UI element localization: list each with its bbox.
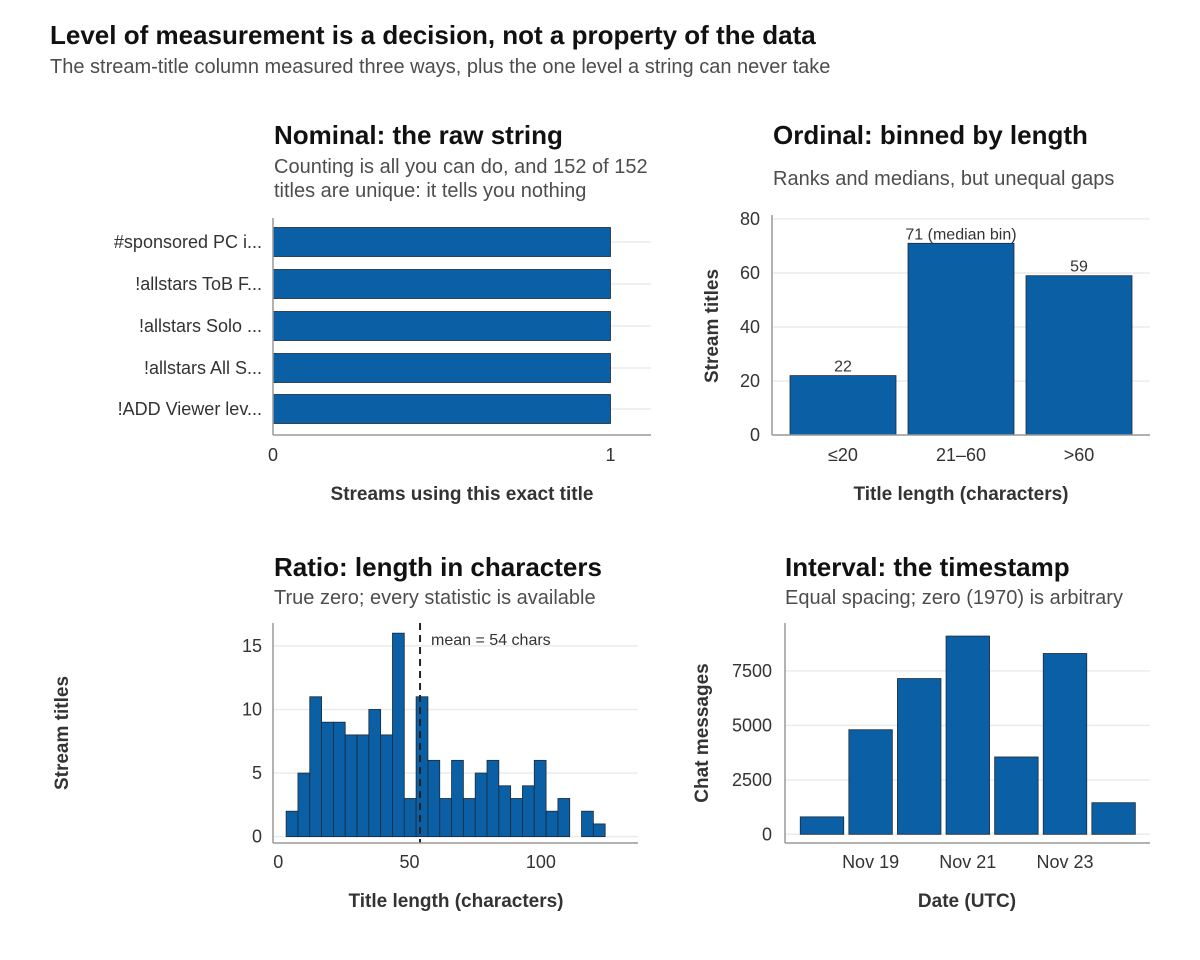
nominal-panel-subtitle-line2: titles are unique: it tells you nothing [274, 180, 587, 202]
interval-bar [799, 816, 845, 835]
ordinal-panel-title: Ordinal: binned by length [773, 120, 1088, 150]
ratio-x-tick-label: 0 [273, 852, 283, 872]
ordinal-bar [1025, 275, 1133, 436]
ratio-histogram-bar [451, 759, 464, 838]
ordinal-y-tick-label: 0 [750, 425, 760, 445]
ordinal-y-axis-title: Stream titles [702, 269, 723, 383]
ratio-y-tick-label: 10 [242, 699, 262, 719]
ratio-histogram-bar [557, 798, 571, 838]
ordinal-panel-subtitle: Ranks and medians, but unequal gaps [773, 168, 1115, 190]
ratio-panel-subtitle: True zero; every statistic is available [274, 587, 596, 609]
interval-x-tick-label: Nov 23 [1036, 852, 1093, 872]
ratio-histogram-bar [368, 709, 382, 838]
ratio-x-tick-label: 50 [400, 852, 420, 872]
ratio-histogram-bar [498, 785, 512, 838]
ordinal-y-tick-label: 20 [740, 371, 760, 391]
nominal-category-label: !allstars All S... [144, 358, 262, 378]
ratio-histogram-bar [581, 810, 594, 838]
nominal-bar [272, 227, 611, 257]
nominal-category-label: #sponsored PC i... [114, 232, 262, 252]
interval-panel-subtitle: Equal spacing; zero (1970) is arbitrary [785, 587, 1123, 609]
ratio-x-tick-label: 100 [526, 852, 556, 872]
ordinal-bar [789, 375, 897, 436]
ordinal-x-tick-label: ≤20 [828, 445, 858, 465]
nominal-bar [272, 394, 611, 424]
ratio-y-tick-label: 15 [242, 636, 262, 656]
nominal-panel-title: Nominal: the raw string [274, 120, 563, 150]
interval-y-axis-title: Chat messages [692, 663, 713, 802]
ordinal-x-axis-title: Title length (characters) [853, 484, 1068, 505]
nominal-bar [272, 269, 611, 299]
ratio-y-tick-label: 5 [252, 763, 262, 783]
ratio-histogram-bar [356, 734, 370, 838]
ratio-y-axis-title: Stream titles [52, 676, 73, 790]
ordinal-data-label: 59 [1070, 259, 1088, 276]
nominal-x-axis-title: Streams using this exact title [331, 484, 594, 505]
ratio-histogram-bar [285, 810, 299, 838]
ratio-histogram-bar [380, 734, 393, 838]
ordinal-bar [907, 242, 1015, 436]
page-subtitle: The stream-title column measured three w… [50, 56, 831, 78]
ratio-histogram-bar [332, 721, 346, 838]
ratio-mean-annotation: mean = 54 chars [431, 632, 551, 649]
interval-y-tick-label: 2500 [732, 770, 772, 790]
ratio-y-tick-label: 0 [252, 827, 262, 847]
ratio-histogram-bar [344, 734, 358, 838]
nominal-category-label: !allstars Solo ... [139, 316, 262, 336]
ratio-histogram-bar [545, 810, 559, 838]
ratio-histogram-bar [297, 772, 311, 838]
ordinal-y-tick-label: 60 [740, 263, 760, 283]
ratio-histogram-bar [439, 798, 452, 838]
interval-bar [848, 729, 893, 835]
nominal-x-tick-label: 1 [605, 445, 615, 465]
nominal-bar [272, 311, 611, 341]
ratio-histogram-bar [510, 798, 523, 838]
ratio-histogram-bar [592, 823, 606, 838]
ordinal-x-tick-label: >60 [1064, 445, 1095, 465]
ratio-histogram-bar [309, 696, 322, 838]
nominal-category-label: !ADD Viewer lev... [118, 399, 262, 419]
ratio-histogram-bar [415, 696, 429, 838]
interval-bar [1091, 802, 1136, 835]
ordinal-y-tick-label: 40 [740, 317, 760, 337]
interval-bar [1042, 653, 1088, 835]
interval-x-tick-label: Nov 21 [939, 852, 996, 872]
interval-bar [994, 756, 1039, 835]
ratio-histogram-bar [462, 798, 476, 838]
interval-y-tick-label: 5000 [732, 715, 772, 735]
ratio-histogram-bar [522, 785, 535, 838]
ordinal-y-tick-label: 80 [740, 209, 760, 229]
interval-bar [897, 678, 942, 835]
ratio-panel-title: Ratio: length in characters [274, 552, 602, 582]
nominal-category-label: !allstars ToB F... [135, 274, 262, 294]
ratio-histogram-bar [403, 798, 417, 838]
nominal-bar [272, 353, 611, 383]
ratio-histogram-bar [427, 759, 441, 838]
ratio-histogram-bar [486, 759, 500, 838]
page-title: Level of measurement is a decision, not … [50, 20, 816, 50]
nominal-panel-subtitle-line1: Counting is all you can do, and 152 of 1… [274, 156, 648, 178]
ordinal-x-tick-label: 21–60 [936, 445, 986, 465]
interval-x-axis-title: Date (UTC) [918, 891, 1016, 912]
ratio-histogram-bar [392, 632, 405, 838]
interval-y-tick-label: 7500 [732, 661, 772, 681]
nominal-x-tick-label: 0 [268, 445, 278, 465]
interval-y-tick-label: 0 [762, 824, 772, 844]
ratio-x-axis-title: Title length (characters) [348, 891, 563, 912]
ratio-histogram-bar [321, 721, 334, 838]
ratio-histogram-bar [474, 772, 488, 838]
interval-panel-title: Interval: the timestamp [785, 552, 1070, 582]
interval-bar [945, 635, 990, 835]
ordinal-data-label: 71 (median bin) [905, 226, 1016, 243]
ordinal-data-label: 22 [834, 359, 852, 376]
ratio-histogram-bar [533, 759, 547, 838]
interval-x-tick-label: Nov 19 [842, 852, 899, 872]
